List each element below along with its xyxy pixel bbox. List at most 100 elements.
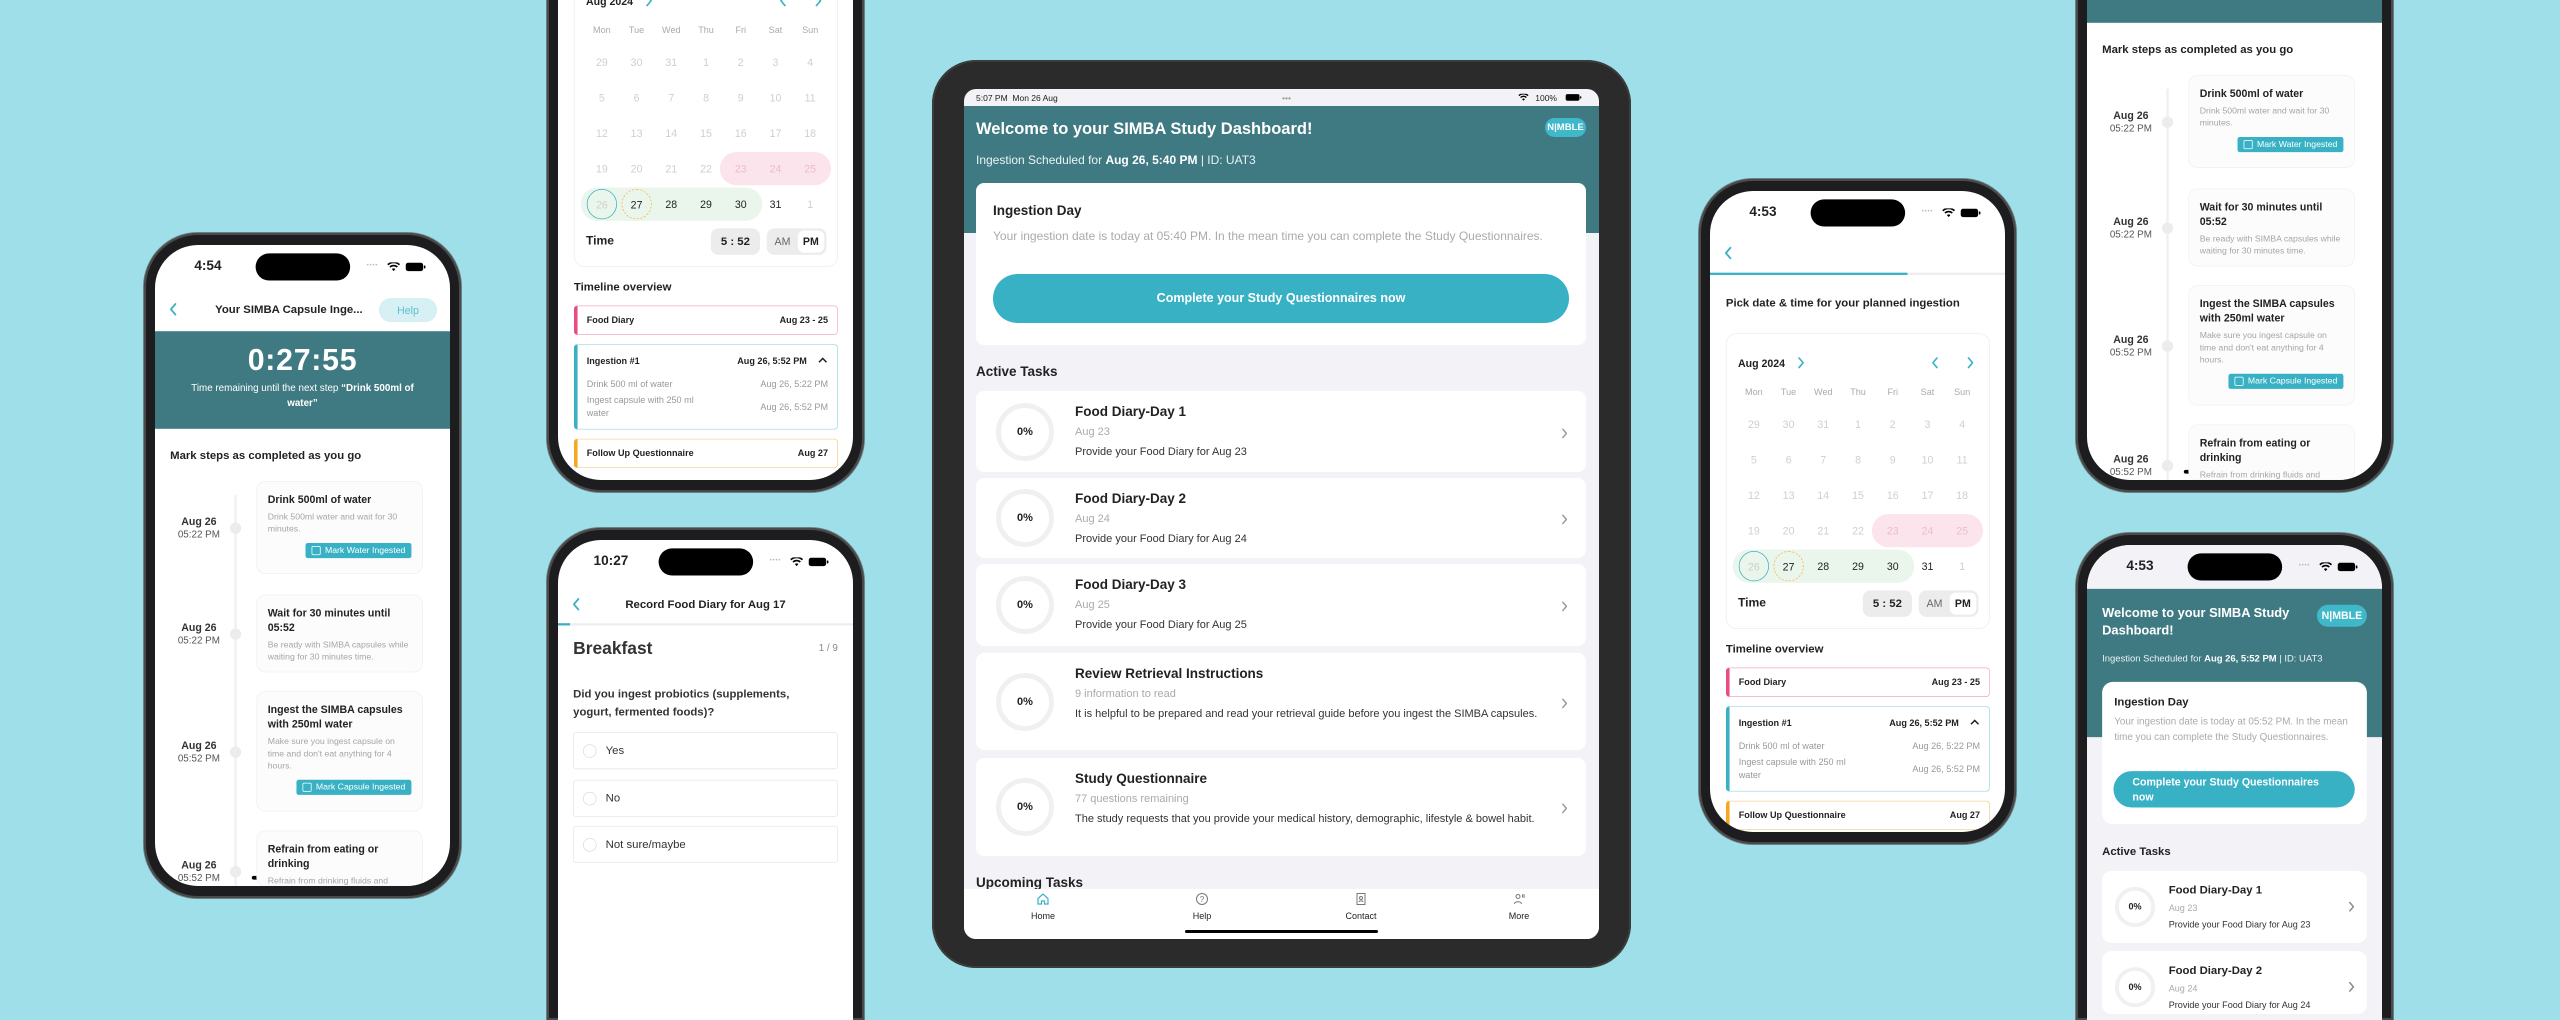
calendar-day: 3 (1924, 417, 1931, 431)
back-button[interactable] (1724, 246, 1733, 263)
mark-step-button[interactable]: Mark Water Ingested (2237, 137, 2344, 153)
timer-phone-left-content: 4:54 •••• Your SIMBA Capsule Inge... Hel… (155, 245, 450, 886)
calendar-day[interactable]: 29 (1852, 560, 1864, 573)
task-progress-ring: 0% (2114, 967, 2156, 1008)
ingestion-day-card: Ingestion Day Your ingestion date is tod… (976, 183, 1586, 345)
previous-month-button[interactable] (1931, 357, 1939, 373)
mark-step-button[interactable]: Mark Capsule Ingested (296, 779, 412, 795)
task-card[interactable]: 0% Food Diary-Day 2 Aug 24 Provide your … (976, 478, 1586, 558)
calendar-day[interactable]: 31 (769, 198, 782, 211)
answer-label: No (605, 791, 621, 805)
step-description: Make sure you ingest capsule on time and… (267, 737, 395, 771)
step-card: Ingest the SIMBA capsules with 250ml wat… (256, 691, 423, 812)
calendar-day: 24 (769, 162, 782, 175)
radio-button[interactable] (582, 791, 597, 806)
next-month-button[interactable] (814, 0, 822, 11)
task-card[interactable]: 0% Food Diary-Day 1 Aug 23 Provide your … (2102, 871, 2367, 943)
timeline-sub-label: Drink 500 ml of water (1738, 740, 1825, 752)
tab-home[interactable]: Home (1003, 892, 1083, 921)
status-time: 5:07 PM (976, 93, 1008, 103)
task-title: Food Diary-Day 1 (1075, 404, 1187, 419)
calendar-day[interactable]: 30 (734, 198, 747, 211)
month-picker-chevron[interactable] (1797, 357, 1805, 373)
meridiem-option[interactable]: PM (797, 230, 825, 253)
back-button[interactable] (169, 302, 178, 319)
timeline-follow-up[interactable]: Follow Up Questionnaire Aug 27 (573, 438, 838, 469)
time-input[interactable]: 5 : 52 (1862, 590, 1912, 617)
radio-button[interactable] (582, 743, 597, 758)
wifi-icon (790, 556, 804, 571)
caption-text: Time remaining until the next step (191, 381, 339, 394)
multitask-dots[interactable]: ••• (1282, 93, 1291, 103)
task-card[interactable]: 0% Study Questionnaire 77 questions rema… (976, 758, 1586, 856)
timeline-ingestion[interactable]: Ingestion #1 Aug 26, 5:52 PM Drink 500 ml… (1725, 706, 1990, 792)
calendar-card (1725, 333, 1990, 629)
progress-fill (1710, 272, 1908, 275)
month-picker-chevron[interactable] (645, 0, 653, 11)
task-card[interactable]: 0% Review Retrieval Instructions 9 infor… (976, 653, 1586, 750)
timeline-follow-up[interactable]: Follow Up Questionnaire Aug 27 (1725, 800, 1990, 831)
calendar-day: 26 (1738, 551, 1769, 582)
meridiem-toggle[interactable]: AM PM (1918, 590, 1979, 617)
timeline-sub-label: Ingest capsule with 250 ml water (586, 394, 694, 419)
calendar-day[interactable]: 28 (1817, 560, 1830, 573)
calendar-day: 7 (1820, 453, 1827, 466)
meridiem-option[interactable]: PM (1949, 592, 1977, 615)
tab-more[interactable]: More (1479, 892, 1559, 921)
back-button[interactable] (572, 597, 581, 614)
mark-step-button[interactable]: Mark Capsule Ingested (2228, 373, 2344, 389)
time-input[interactable]: 5 : 52 (710, 228, 760, 255)
radio-button[interactable] (582, 837, 597, 852)
mark-step-button[interactable]: Mark Water Ingested (305, 543, 412, 559)
calendar-day: 31 (665, 55, 678, 69)
question-text: Did you ingest probiotics (supplements, … (573, 687, 790, 719)
calendar-day[interactable]: 28 (665, 198, 678, 211)
weekday-label: Fri (1887, 386, 1899, 398)
active-tasks-heading: Active Tasks (976, 364, 1058, 379)
timeline-value: Aug 27 (1949, 809, 1981, 821)
timeline-label: Follow Up Questionnaire (586, 447, 694, 459)
timeline-ingestion[interactable]: Ingestion #1 Aug 26, 5:52 PM Drink 500 ml… (573, 344, 838, 430)
step-card: Wait for 30 minutes until 05:52 Be ready… (2188, 188, 2355, 267)
complete-questionnaires-button[interactable]: Complete your Study Questionnaires now (2113, 771, 2355, 808)
calendar-day[interactable]: 30 (1886, 560, 1899, 573)
answer-option[interactable]: Not sure/maybe (573, 825, 838, 863)
task-card[interactable]: 0% Food Diary-Day 2 Aug 24 Provide your … (2102, 951, 2367, 1014)
timeline-label: Ingestion #1 (586, 355, 640, 367)
task-title: Food Diary-Day 3 (1075, 577, 1187, 592)
calendar-day[interactable]: 31 (1921, 560, 1934, 573)
meridiem-option[interactable]: AM (774, 235, 791, 248)
calendar-day: 16 (734, 127, 747, 140)
collapse-chevron-icon[interactable] (1969, 717, 1980, 728)
task-card[interactable]: 0% Food Diary-Day 3 Aug 25 Provide your … (976, 564, 1586, 646)
answer-option[interactable]: Yes (573, 732, 838, 770)
task-card[interactable]: 0% Food Diary-Day 1 Aug 23 Provide your … (976, 391, 1586, 472)
collapse-chevron-icon[interactable] (817, 355, 828, 366)
next-step-name: “Drink 500ml of water” (287, 381, 414, 409)
timeline-dot (2161, 222, 2174, 234)
tab-contact[interactable]: Contact (1321, 892, 1401, 921)
timeline-food-diary[interactable]: Food Diary Aug 23 - 25 (1725, 667, 1990, 698)
task-title: Food Diary-Day 1 (2168, 883, 2263, 897)
countdown-banner: 0:27:55 Time remaining until the next st… (155, 331, 450, 429)
calendar-day[interactable]: 27 (1773, 551, 1804, 582)
meridiem-option[interactable]: AM (1926, 597, 1943, 610)
calendar-day[interactable]: 27 (621, 189, 652, 220)
food-diary-phone-screen: 10:27 •••• Record Food Diary for Aug 17 … (558, 540, 853, 1020)
timeline-food-diary[interactable]: Food Diary Aug 23 - 25 (573, 305, 838, 336)
calendar-day: 14 (1817, 489, 1830, 502)
meridiem-toggle[interactable]: AM PM (766, 228, 827, 255)
study-id: | ID: UAT3 (1200, 153, 1256, 167)
step-date: Aug 26 (2113, 332, 2149, 345)
next-month-button[interactable] (1966, 357, 1974, 373)
timeline-sub-value: Aug 26, 5:22 PM (1912, 740, 1981, 752)
help-button[interactable]: Help (378, 297, 438, 323)
step-date: Aug 26 (181, 858, 217, 871)
complete-questionnaires-button[interactable]: Complete your Study Questionnaires now (993, 274, 1569, 323)
calendar-day: 1 (1959, 560, 1966, 573)
calendar-day[interactable]: 29 (700, 198, 712, 211)
tab-help[interactable]: ? Help (1162, 892, 1242, 921)
dynamic-island (2187, 553, 2283, 581)
answer-option[interactable]: No (573, 779, 838, 817)
previous-month-button[interactable] (779, 0, 787, 11)
